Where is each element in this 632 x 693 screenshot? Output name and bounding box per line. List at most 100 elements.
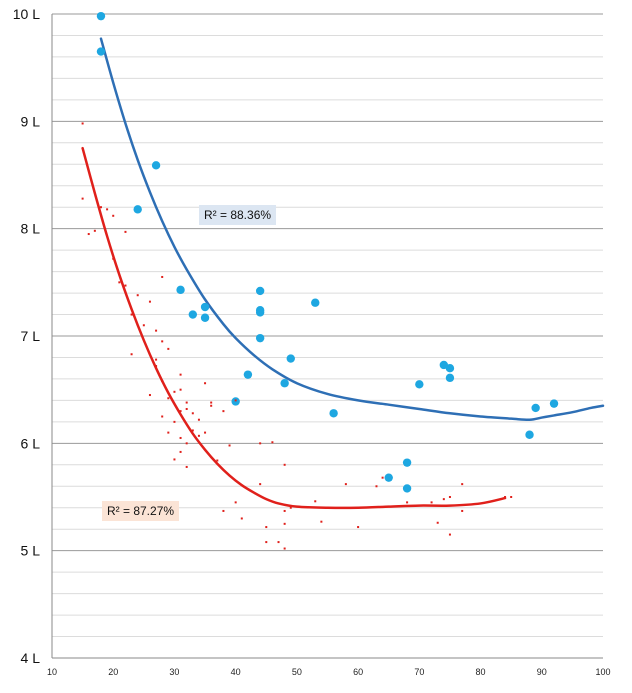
data-point-red (222, 509, 225, 512)
data-point-red (442, 498, 445, 501)
data-point-red (448, 496, 451, 498)
data-point-red (155, 365, 158, 368)
data-point-blue (176, 285, 185, 295)
trendlines (81, 37, 605, 510)
data-point-red (173, 390, 176, 393)
data-point-red (167, 347, 170, 350)
data-point-red (179, 373, 182, 376)
data-point-red (283, 522, 286, 525)
data-point-blue (311, 298, 320, 307)
data-point-red (375, 485, 378, 488)
data-point-red (510, 496, 513, 498)
x-tick-label: 30 (169, 667, 179, 677)
data-point-red (93, 229, 96, 232)
y-tick-labels: 4 L 5 L 6 L 7 L 8 L 9 L 10 L (13, 6, 40, 666)
data-point-red (259, 483, 262, 486)
data-point-red (148, 394, 151, 397)
data-point-red (161, 380, 164, 383)
data-point-red (179, 436, 182, 439)
data-point-red (234, 399, 237, 402)
data-point-blue (133, 205, 142, 214)
y-tick-label: 10 L (13, 6, 40, 22)
data-point-red (81, 122, 84, 125)
data-point-red (155, 358, 158, 361)
data-point-red (179, 410, 182, 413)
data-point-red (161, 415, 164, 418)
y-tick-label: 7 L (21, 328, 41, 344)
data-point-red (167, 397, 170, 400)
data-point-red (155, 329, 158, 332)
data-point-red (185, 465, 188, 468)
data-point-red (344, 483, 347, 486)
data-point-blue (384, 473, 393, 482)
data-point-red (106, 208, 109, 211)
data-point-red (197, 434, 200, 437)
data-point-red (142, 324, 145, 327)
data-point-red (99, 206, 102, 209)
data-point-red (161, 275, 164, 278)
data-point-red (161, 340, 164, 343)
data-point-red (179, 450, 182, 453)
data-points (81, 11, 559, 550)
data-point-blue (200, 302, 210, 312)
data-point-red (314, 500, 317, 503)
data-point-red (259, 442, 262, 445)
data-point-red (185, 401, 188, 404)
data-point-blue (255, 308, 265, 317)
data-point-red (130, 313, 133, 316)
data-point-blue (96, 11, 106, 21)
x-tick-label: 100 (595, 667, 610, 677)
data-point-red (283, 547, 286, 550)
data-point-red (430, 501, 433, 504)
x-tick-label: 80 (476, 667, 486, 677)
data-point-red (173, 420, 176, 423)
y-tick-label: 8 L (21, 221, 41, 237)
data-point-blue (445, 373, 455, 383)
data-point-red (271, 441, 274, 444)
data-point-red (210, 404, 213, 407)
data-point-red (504, 496, 507, 498)
data-point-blue (329, 409, 338, 418)
data-point-red (118, 281, 121, 284)
data-point-red (191, 412, 194, 415)
data-point-red (81, 197, 84, 200)
trendline-blue (99, 37, 605, 421)
data-point-blue (286, 354, 295, 363)
data-point-red (265, 541, 268, 544)
data-point-red (216, 459, 219, 462)
r-squared-label-red: R² = 87.27% (102, 501, 180, 521)
data-point-red (185, 407, 188, 410)
data-point-red (461, 483, 464, 486)
data-point-red (357, 526, 360, 529)
x-tick-labels: 10 20 30 40 50 60 70 80 90 100 (47, 667, 611, 677)
data-point-red (179, 388, 182, 391)
data-point-red (283, 509, 286, 512)
data-point-red (204, 431, 207, 434)
data-point-blue (96, 47, 106, 56)
data-point-red (222, 410, 225, 413)
data-point-blue (188, 310, 198, 319)
data-point-red (228, 444, 231, 447)
data-point-red (124, 284, 127, 287)
data-point-red (448, 533, 451, 536)
data-point-blue (243, 370, 253, 379)
x-tick-label: 50 (292, 667, 302, 677)
data-point-red (461, 509, 464, 512)
data-point-red (124, 230, 127, 233)
data-point-blue (255, 286, 265, 296)
data-point-red (204, 382, 207, 385)
data-point-red (87, 233, 90, 236)
trendline-red (81, 146, 507, 510)
x-tick-label: 20 (108, 667, 118, 677)
r-squared-label-blue: R² = 88.36% (199, 205, 277, 225)
data-point-blue (280, 379, 289, 388)
y-tick-label: 6 L (21, 435, 41, 451)
data-point-blue (255, 333, 265, 343)
data-point-red (112, 257, 115, 260)
x-tick-label: 70 (414, 667, 424, 677)
data-point-red (283, 463, 286, 466)
data-point-blue (231, 397, 240, 406)
data-point-red (167, 431, 170, 434)
